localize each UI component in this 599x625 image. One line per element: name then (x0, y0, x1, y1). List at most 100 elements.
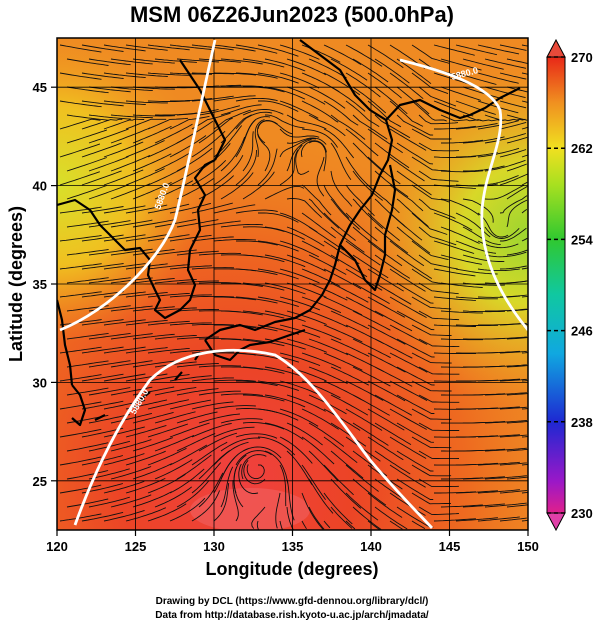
streamline (191, 112, 231, 130)
streamline (66, 86, 109, 94)
streamline (506, 114, 528, 121)
streamline (396, 506, 434, 528)
streamline (220, 85, 263, 88)
streamline (66, 157, 107, 172)
streamline (214, 296, 256, 301)
streamline (132, 437, 173, 452)
streamline (433, 518, 476, 522)
streamline (103, 453, 145, 466)
streamline (308, 282, 348, 301)
streamline (235, 450, 272, 466)
streamline (308, 114, 346, 137)
streamline (81, 118, 123, 130)
streamline (411, 324, 452, 337)
streamline (257, 240, 299, 252)
streamline (176, 219, 219, 228)
streamline (330, 478, 362, 509)
streamline (323, 492, 353, 525)
streamline (235, 433, 278, 439)
streamline (477, 268, 520, 272)
streamline (147, 347, 190, 354)
streamline (301, 212, 336, 239)
streamline (352, 310, 391, 331)
streamline (110, 333, 153, 340)
streamline (411, 240, 449, 261)
streamline (169, 468, 205, 494)
streamline (330, 58, 368, 81)
streamline (418, 506, 459, 516)
streamline (59, 206, 102, 214)
streamline (301, 296, 342, 314)
streamline (463, 165, 505, 172)
streamline (440, 338, 483, 341)
streamline (433, 268, 476, 277)
streamline (147, 44, 190, 51)
streamline (506, 476, 528, 480)
streamline (59, 484, 102, 494)
streamline (286, 58, 327, 76)
streamline (301, 100, 339, 123)
streamline (59, 234, 102, 242)
streamline (308, 310, 348, 328)
streamline (345, 296, 384, 317)
colorbar-tick-label: 270 (571, 50, 593, 65)
streamline (477, 378, 521, 382)
streamline (411, 436, 452, 449)
streamline (242, 394, 285, 402)
streamline (279, 72, 320, 89)
streamline (147, 503, 187, 522)
streamline (279, 128, 320, 138)
streamline (308, 198, 340, 229)
streamline (110, 466, 152, 480)
streamline (477, 434, 520, 438)
streamline (264, 226, 305, 240)
streamline (323, 408, 361, 431)
streamline (81, 263, 124, 270)
streamline (506, 249, 528, 256)
streamline (308, 226, 345, 251)
streamline (433, 324, 476, 327)
streamline (220, 418, 263, 424)
streamline (66, 114, 109, 121)
streamline (147, 72, 190, 76)
streamline (125, 507, 166, 522)
streamline (213, 426, 255, 438)
streamline (484, 392, 527, 396)
streamline (323, 240, 360, 265)
streamline (191, 462, 222, 494)
streamline (499, 72, 527, 80)
streamline (169, 322, 212, 326)
streamline (418, 422, 460, 431)
streamline (279, 44, 320, 60)
streamline (345, 240, 381, 266)
streamline (279, 520, 283, 530)
streamline (374, 142, 410, 169)
streamline (506, 199, 528, 228)
streamline (462, 114, 504, 122)
streamline (323, 212, 356, 241)
streamline (103, 426, 145, 438)
streamline (125, 168, 165, 186)
streamline (103, 141, 144, 158)
streamline (456, 462, 499, 466)
streamline (367, 268, 404, 292)
streamline (132, 491, 173, 508)
streamline (132, 114, 176, 117)
streamline (367, 324, 406, 345)
streamline (295, 144, 310, 175)
streamline (367, 44, 404, 69)
streamline (455, 72, 497, 85)
streamline (213, 204, 256, 214)
map-title: MSM 06Z26Jun2023 (500.0hPa) (130, 2, 454, 27)
streamline (66, 470, 109, 480)
streamline (308, 422, 345, 447)
streamline (279, 436, 313, 464)
x-axis: 120 125 130 135 140 145 150 (46, 530, 539, 554)
streamline (506, 421, 528, 424)
streamline (81, 234, 124, 242)
streamline (213, 44, 256, 52)
colorbar-tick-label: 246 (571, 324, 593, 339)
streamline (345, 408, 383, 431)
streamline (66, 129, 108, 144)
colorbar-scale (546, 56, 566, 514)
